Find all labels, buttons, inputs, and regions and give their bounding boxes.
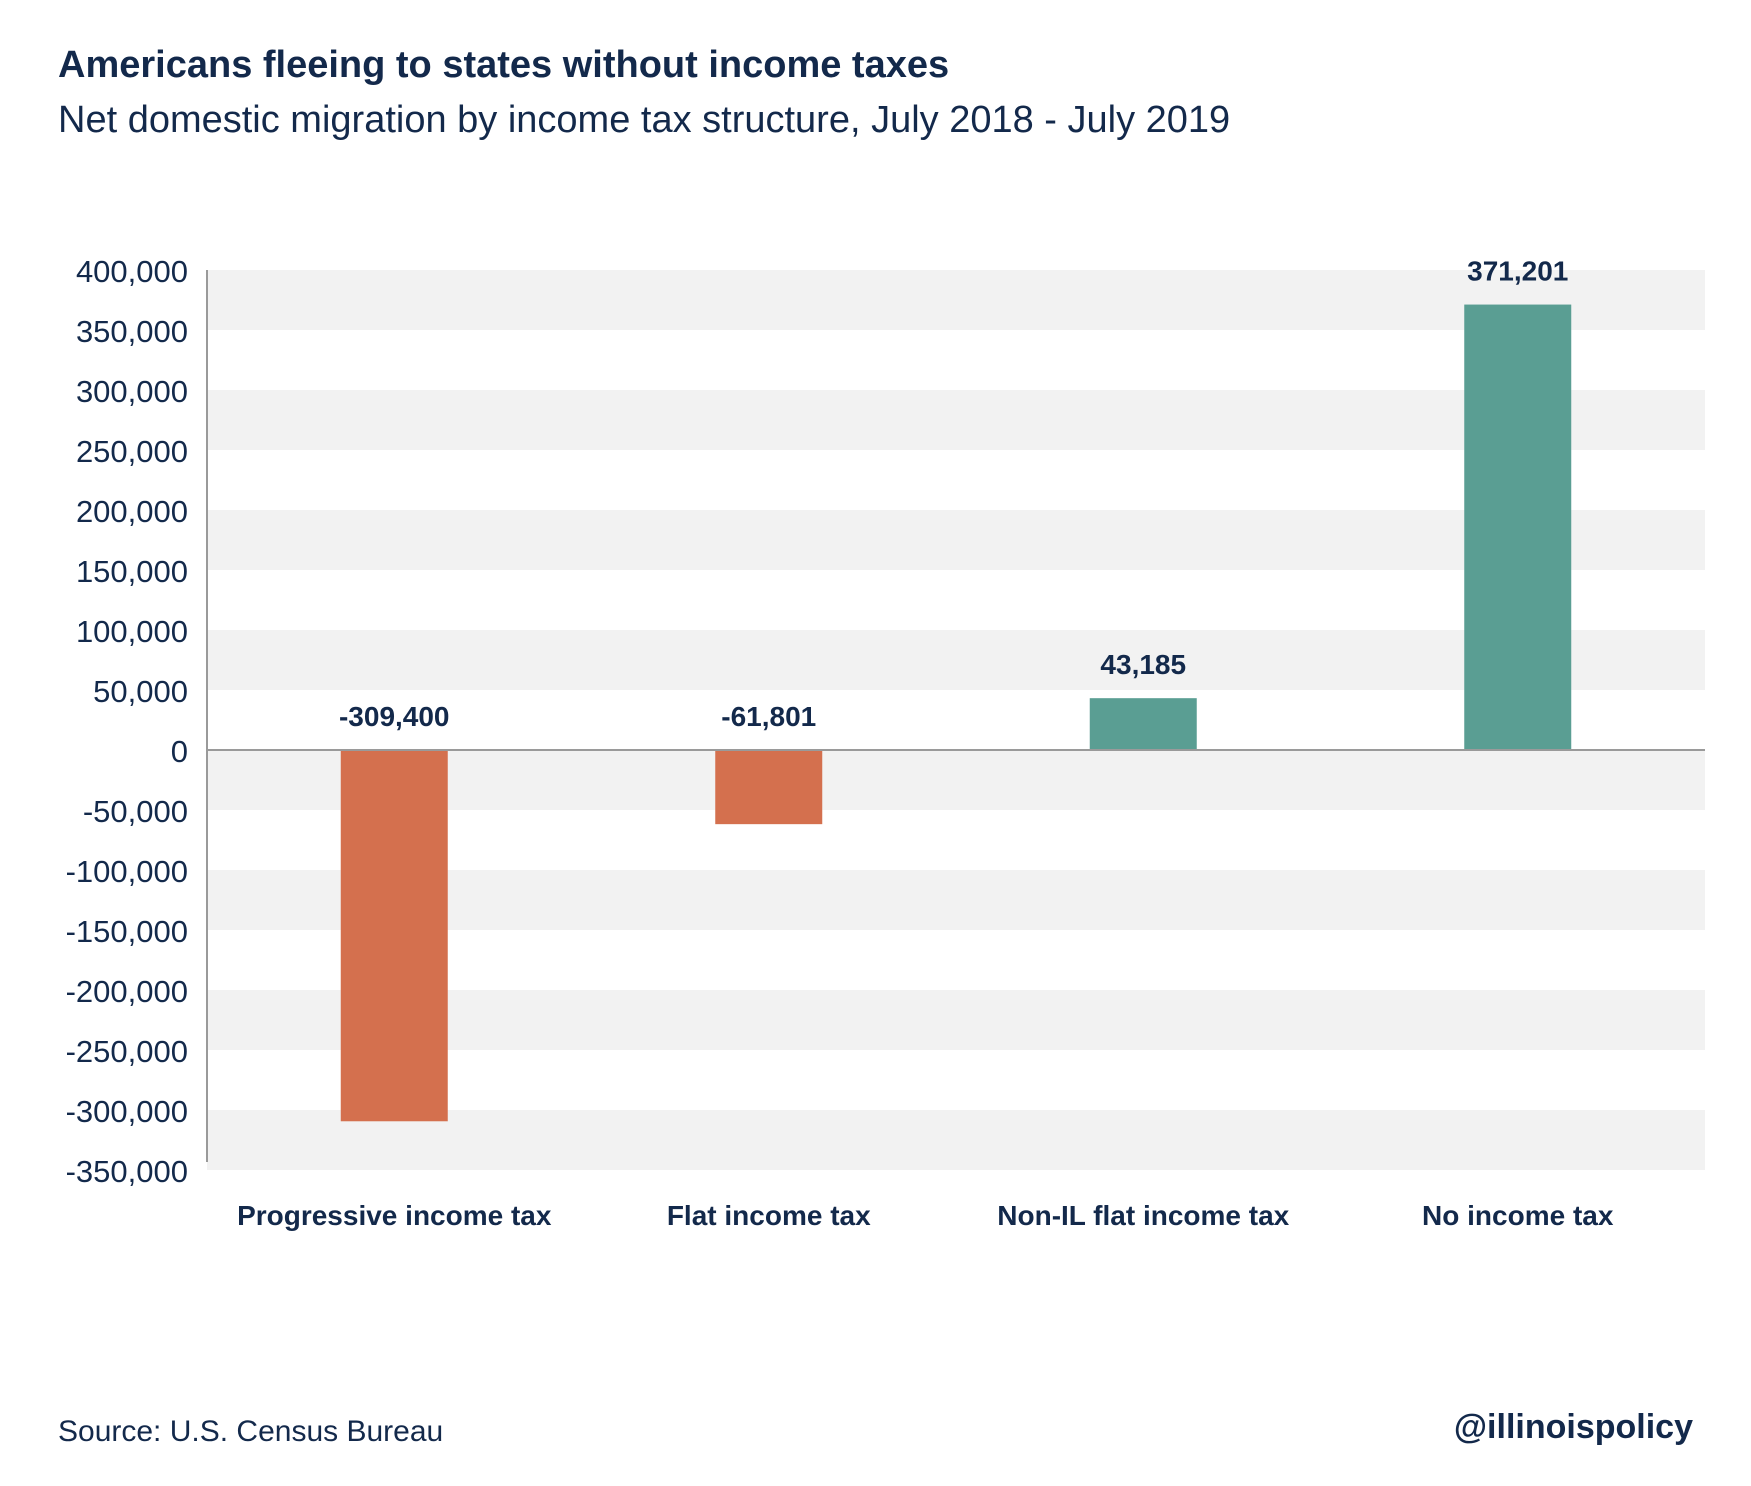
grid-band — [207, 270, 1705, 330]
y-tick-label: 300,000 — [76, 374, 188, 409]
y-tick-label: 200,000 — [76, 494, 188, 529]
y-tick-label: -300,000 — [66, 1094, 188, 1129]
grid-band — [207, 630, 1705, 690]
y-tick-label: 350,000 — [76, 314, 188, 349]
category-label: Non-IL flat income tax — [997, 1200, 1289, 1231]
data-label: -309,400 — [339, 701, 450, 732]
data-label: 371,201 — [1467, 256, 1568, 287]
grid-band — [207, 750, 1705, 810]
bar — [340, 750, 448, 1122]
data-labels: -309,400 -61,801 43,185 371,201 — [339, 256, 1568, 732]
grid-band — [207, 1110, 1705, 1170]
bar — [1089, 698, 1197, 750]
y-tick-label: 50,000 — [93, 674, 188, 709]
chart-subtitle: Net domestic migration by income tax str… — [58, 99, 1231, 141]
grid-band — [207, 390, 1705, 450]
category-labels: Progressive income tax Flat income tax Non… — [237, 1200, 1614, 1231]
grid-bands — [207, 270, 1705, 1170]
category-label: No income tax — [1422, 1200, 1614, 1231]
y-tick-label: -350,000 — [66, 1154, 188, 1189]
y-tick-label: 150,000 — [76, 554, 188, 589]
grid-band — [207, 990, 1705, 1050]
y-tick-label: 100,000 — [76, 614, 188, 649]
bar-chart: 400,000 350,000 300,000 250,000 200,000 150,0… — [66, 254, 1705, 1231]
data-label: 43,185 — [1100, 649, 1186, 680]
chart-title: Americans fleeing to states without inco… — [58, 44, 950, 86]
brand-handle: @illinoispolicy — [1453, 1408, 1693, 1446]
y-tick-label: -200,000 — [66, 974, 188, 1009]
y-tick-label: -50,000 — [83, 794, 188, 829]
data-label: -61,801 — [721, 701, 816, 732]
grid-band — [207, 870, 1705, 930]
y-tick-label: 400,000 — [76, 254, 188, 289]
bar — [1464, 304, 1572, 750]
y-tick-label: -250,000 — [66, 1034, 188, 1069]
bars — [340, 304, 1572, 1122]
y-tick-label: -100,000 — [66, 854, 188, 889]
grid-band — [207, 510, 1705, 570]
y-tick-labels: 400,000 350,000 300,000 250,000 200,000 150,0… — [66, 254, 188, 1189]
y-tick-label: 250,000 — [76, 434, 188, 469]
y-tick-label: -150,000 — [66, 914, 188, 949]
category-label: Flat income tax — [667, 1200, 871, 1231]
y-tick-label: 0 — [171, 734, 188, 769]
source-note: Source: U.S. Census Bureau — [58, 1415, 444, 1448]
bar — [715, 750, 823, 825]
category-label: Progressive income tax — [237, 1200, 552, 1231]
